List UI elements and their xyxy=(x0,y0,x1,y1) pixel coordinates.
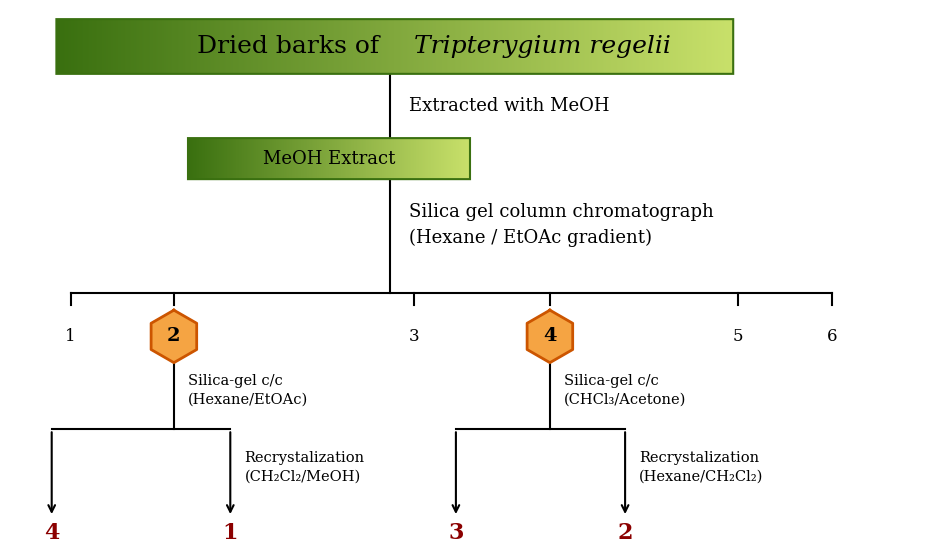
Text: 5: 5 xyxy=(732,328,744,345)
Text: Dried barks of: Dried barks of xyxy=(197,35,387,58)
Text: 3: 3 xyxy=(448,522,463,544)
Polygon shape xyxy=(151,310,196,363)
Text: Tripterygium regelii: Tripterygium regelii xyxy=(414,35,670,58)
Text: 4: 4 xyxy=(543,328,556,345)
Text: 6: 6 xyxy=(826,328,838,345)
Text: 2: 2 xyxy=(618,522,633,544)
Text: 1: 1 xyxy=(65,328,76,345)
Text: 3: 3 xyxy=(408,328,419,345)
Text: Silica-gel c/c
(Hexane/EtOAc): Silica-gel c/c (Hexane/EtOAc) xyxy=(188,374,308,407)
Text: Extracted with MeOH: Extracted with MeOH xyxy=(409,97,609,115)
Text: Silica-gel c/c
(CHCl₃/Acetone): Silica-gel c/c (CHCl₃/Acetone) xyxy=(564,374,686,407)
Text: 2: 2 xyxy=(167,328,180,345)
Text: Silica gel column chromatograph
(Hexane / EtOAc gradient): Silica gel column chromatograph (Hexane … xyxy=(409,202,713,247)
Text: MeOH Extract: MeOH Extract xyxy=(263,150,395,167)
Polygon shape xyxy=(527,310,572,363)
Text: 4: 4 xyxy=(44,522,59,544)
Text: Recrystalization
(Hexane/CH₂Cl₂): Recrystalization (Hexane/CH₂Cl₂) xyxy=(639,451,763,484)
Text: Recrystalization
(CH₂Cl₂/MeOH): Recrystalization (CH₂Cl₂/MeOH) xyxy=(244,451,365,484)
Text: 1: 1 xyxy=(223,522,238,544)
